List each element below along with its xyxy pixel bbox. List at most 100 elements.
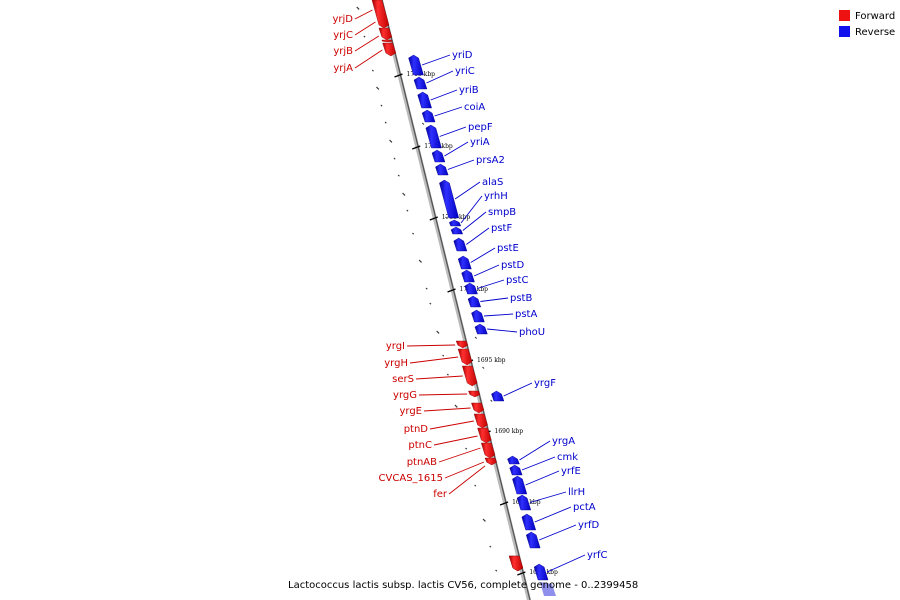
gene-label[interactable]: yrjC bbox=[333, 30, 353, 41]
forward-gene-block[interactable] bbox=[484, 457, 497, 466]
tick-mark bbox=[489, 545, 492, 548]
forward-gene-block[interactable] bbox=[381, 39, 393, 43]
reverse-gene-block[interactable] bbox=[509, 464, 523, 476]
gene-label[interactable]: serS bbox=[392, 374, 414, 385]
gene-label[interactable]: yriB bbox=[459, 85, 479, 96]
gene-label[interactable]: yrfE bbox=[561, 466, 581, 477]
gene-label[interactable]: yrgF bbox=[534, 378, 556, 389]
gene-label[interactable]: yrgH bbox=[384, 358, 408, 369]
reverse-gene-block[interactable] bbox=[467, 295, 482, 308]
gene-leader-line bbox=[430, 89, 458, 101]
gene-label[interactable]: ptnAB bbox=[407, 457, 437, 468]
reverse-gene-block[interactable] bbox=[435, 163, 449, 176]
forward-gene-block[interactable] bbox=[477, 427, 492, 444]
gene-label[interactable]: llrH bbox=[568, 487, 585, 498]
reverse-gene-block[interactable] bbox=[450, 226, 464, 235]
gene-leader-line bbox=[354, 21, 376, 36]
gene-label[interactable]: yrfD bbox=[578, 520, 600, 531]
gene-leader-line bbox=[415, 375, 463, 380]
reverse-gene-block[interactable] bbox=[417, 91, 432, 109]
gene-label[interactable]: yrgA bbox=[552, 436, 575, 447]
reverse-gene-block[interactable] bbox=[507, 455, 520, 465]
forward-gene-block[interactable] bbox=[455, 340, 469, 349]
forward-gene-block[interactable] bbox=[371, 0, 390, 29]
reverse-gene-block[interactable] bbox=[521, 513, 537, 531]
gene-label[interactable]: yrjD bbox=[332, 14, 353, 25]
gene-label[interactable]: yrgG bbox=[393, 390, 417, 401]
gene-label[interactable]: yrfC bbox=[587, 550, 608, 561]
gene-label[interactable]: pepF bbox=[468, 122, 493, 133]
forward-gene-block[interactable] bbox=[462, 365, 478, 387]
gene-label[interactable]: yrjB bbox=[333, 46, 353, 57]
reverse-gene-block[interactable] bbox=[439, 179, 460, 219]
gene-label[interactable]: CVCAS_1615 bbox=[379, 473, 443, 484]
forward-gene-block[interactable] bbox=[378, 27, 393, 41]
reverse-gene-block[interactable] bbox=[449, 219, 462, 227]
gene-leader-line bbox=[439, 126, 467, 137]
gene-label[interactable]: smpB bbox=[488, 207, 516, 218]
gene-label[interactable]: yriC bbox=[455, 66, 475, 77]
tick-mark bbox=[397, 174, 400, 177]
gene-label[interactable]: pstD bbox=[501, 260, 524, 271]
gene-leader-line bbox=[354, 49, 383, 69]
gene-label[interactable]: yrgI bbox=[386, 341, 405, 352]
kbp-label: 1690 kbp bbox=[495, 428, 524, 435]
reverse-gene-block[interactable] bbox=[457, 255, 472, 270]
gene-label[interactable]: yrjA bbox=[333, 63, 353, 74]
reverse-gene-block[interactable] bbox=[464, 282, 478, 295]
reverse-gene-block[interactable] bbox=[425, 124, 442, 149]
legend-reverse-label: Reverse bbox=[855, 27, 895, 38]
reverse-gene-block[interactable] bbox=[421, 109, 436, 123]
gene-label[interactable]: ptnD bbox=[404, 424, 429, 435]
gene-label[interactable]: cmk bbox=[557, 452, 578, 463]
forward-gene-block[interactable] bbox=[382, 42, 397, 57]
gene-label[interactable]: pstF bbox=[491, 223, 512, 234]
gene-label[interactable]: yrhH bbox=[484, 191, 508, 202]
reverse-gene-block[interactable] bbox=[471, 309, 485, 323]
legend-forward-swatch bbox=[839, 10, 850, 21]
forward-genes: yrjD yrjC yrjB yrjA yrgI yrgH serS yrgG yrgE ptnD… bbox=[332, 0, 524, 572]
forward-gene-block[interactable] bbox=[471, 402, 485, 414]
reverse-gene-block[interactable] bbox=[413, 76, 428, 90]
reverse-gene-block[interactable] bbox=[453, 237, 468, 252]
reverse-gene-block[interactable] bbox=[516, 494, 532, 511]
reverse-gene-block[interactable] bbox=[408, 54, 424, 76]
gene-leader-line bbox=[433, 435, 478, 446]
gene-label[interactable]: yrgE bbox=[399, 406, 422, 417]
tick-mark bbox=[445, 216, 448, 219]
tick-mark bbox=[425, 287, 428, 290]
gene-leader-line bbox=[477, 279, 505, 289]
tick-mark bbox=[446, 373, 449, 376]
gene-leader-line bbox=[473, 264, 500, 277]
gene-leader-line bbox=[521, 456, 556, 471]
reverse-gene-block[interactable] bbox=[461, 269, 475, 283]
gene-label[interactable]: phoU bbox=[519, 327, 545, 338]
forward-gene-block[interactable] bbox=[481, 442, 496, 459]
gene-label[interactable]: pctA bbox=[573, 502, 596, 513]
gene-label[interactable]: pstB bbox=[510, 293, 532, 304]
reverse-gene-block[interactable] bbox=[431, 149, 446, 163]
gene-label[interactable]: fer bbox=[433, 489, 448, 500]
gene-label[interactable]: yriA bbox=[470, 137, 490, 148]
forward-gene-block[interactable] bbox=[508, 555, 524, 572]
reverse-gene-block[interactable] bbox=[512, 475, 528, 495]
reverse-gene-block[interactable] bbox=[491, 390, 505, 402]
gene-label[interactable]: prsA2 bbox=[476, 155, 505, 166]
gene-leader-line bbox=[454, 181, 481, 200]
reverse-gene-block[interactable] bbox=[540, 582, 556, 596]
forward-gene-block[interactable] bbox=[457, 348, 473, 366]
gene-label[interactable]: coiA bbox=[464, 102, 485, 113]
reverse-gene-block[interactable] bbox=[533, 563, 549, 581]
gene-label[interactable]: alaS bbox=[482, 177, 503, 188]
gene-label[interactable]: ptnC bbox=[408, 440, 432, 451]
gene-label[interactable]: pstA bbox=[515, 309, 537, 320]
gene-label[interactable]: pstE bbox=[497, 243, 519, 254]
forward-gene-block[interactable] bbox=[473, 413, 488, 429]
reverse-gene-block[interactable] bbox=[474, 323, 488, 335]
gene-label[interactable]: yriD bbox=[452, 50, 473, 61]
genome-backbone bbox=[379, 0, 531, 600]
reverse-gene-block[interactable] bbox=[525, 531, 541, 549]
gene-label[interactable]: pstC bbox=[506, 275, 528, 286]
forward-gene-block[interactable] bbox=[468, 390, 481, 398]
